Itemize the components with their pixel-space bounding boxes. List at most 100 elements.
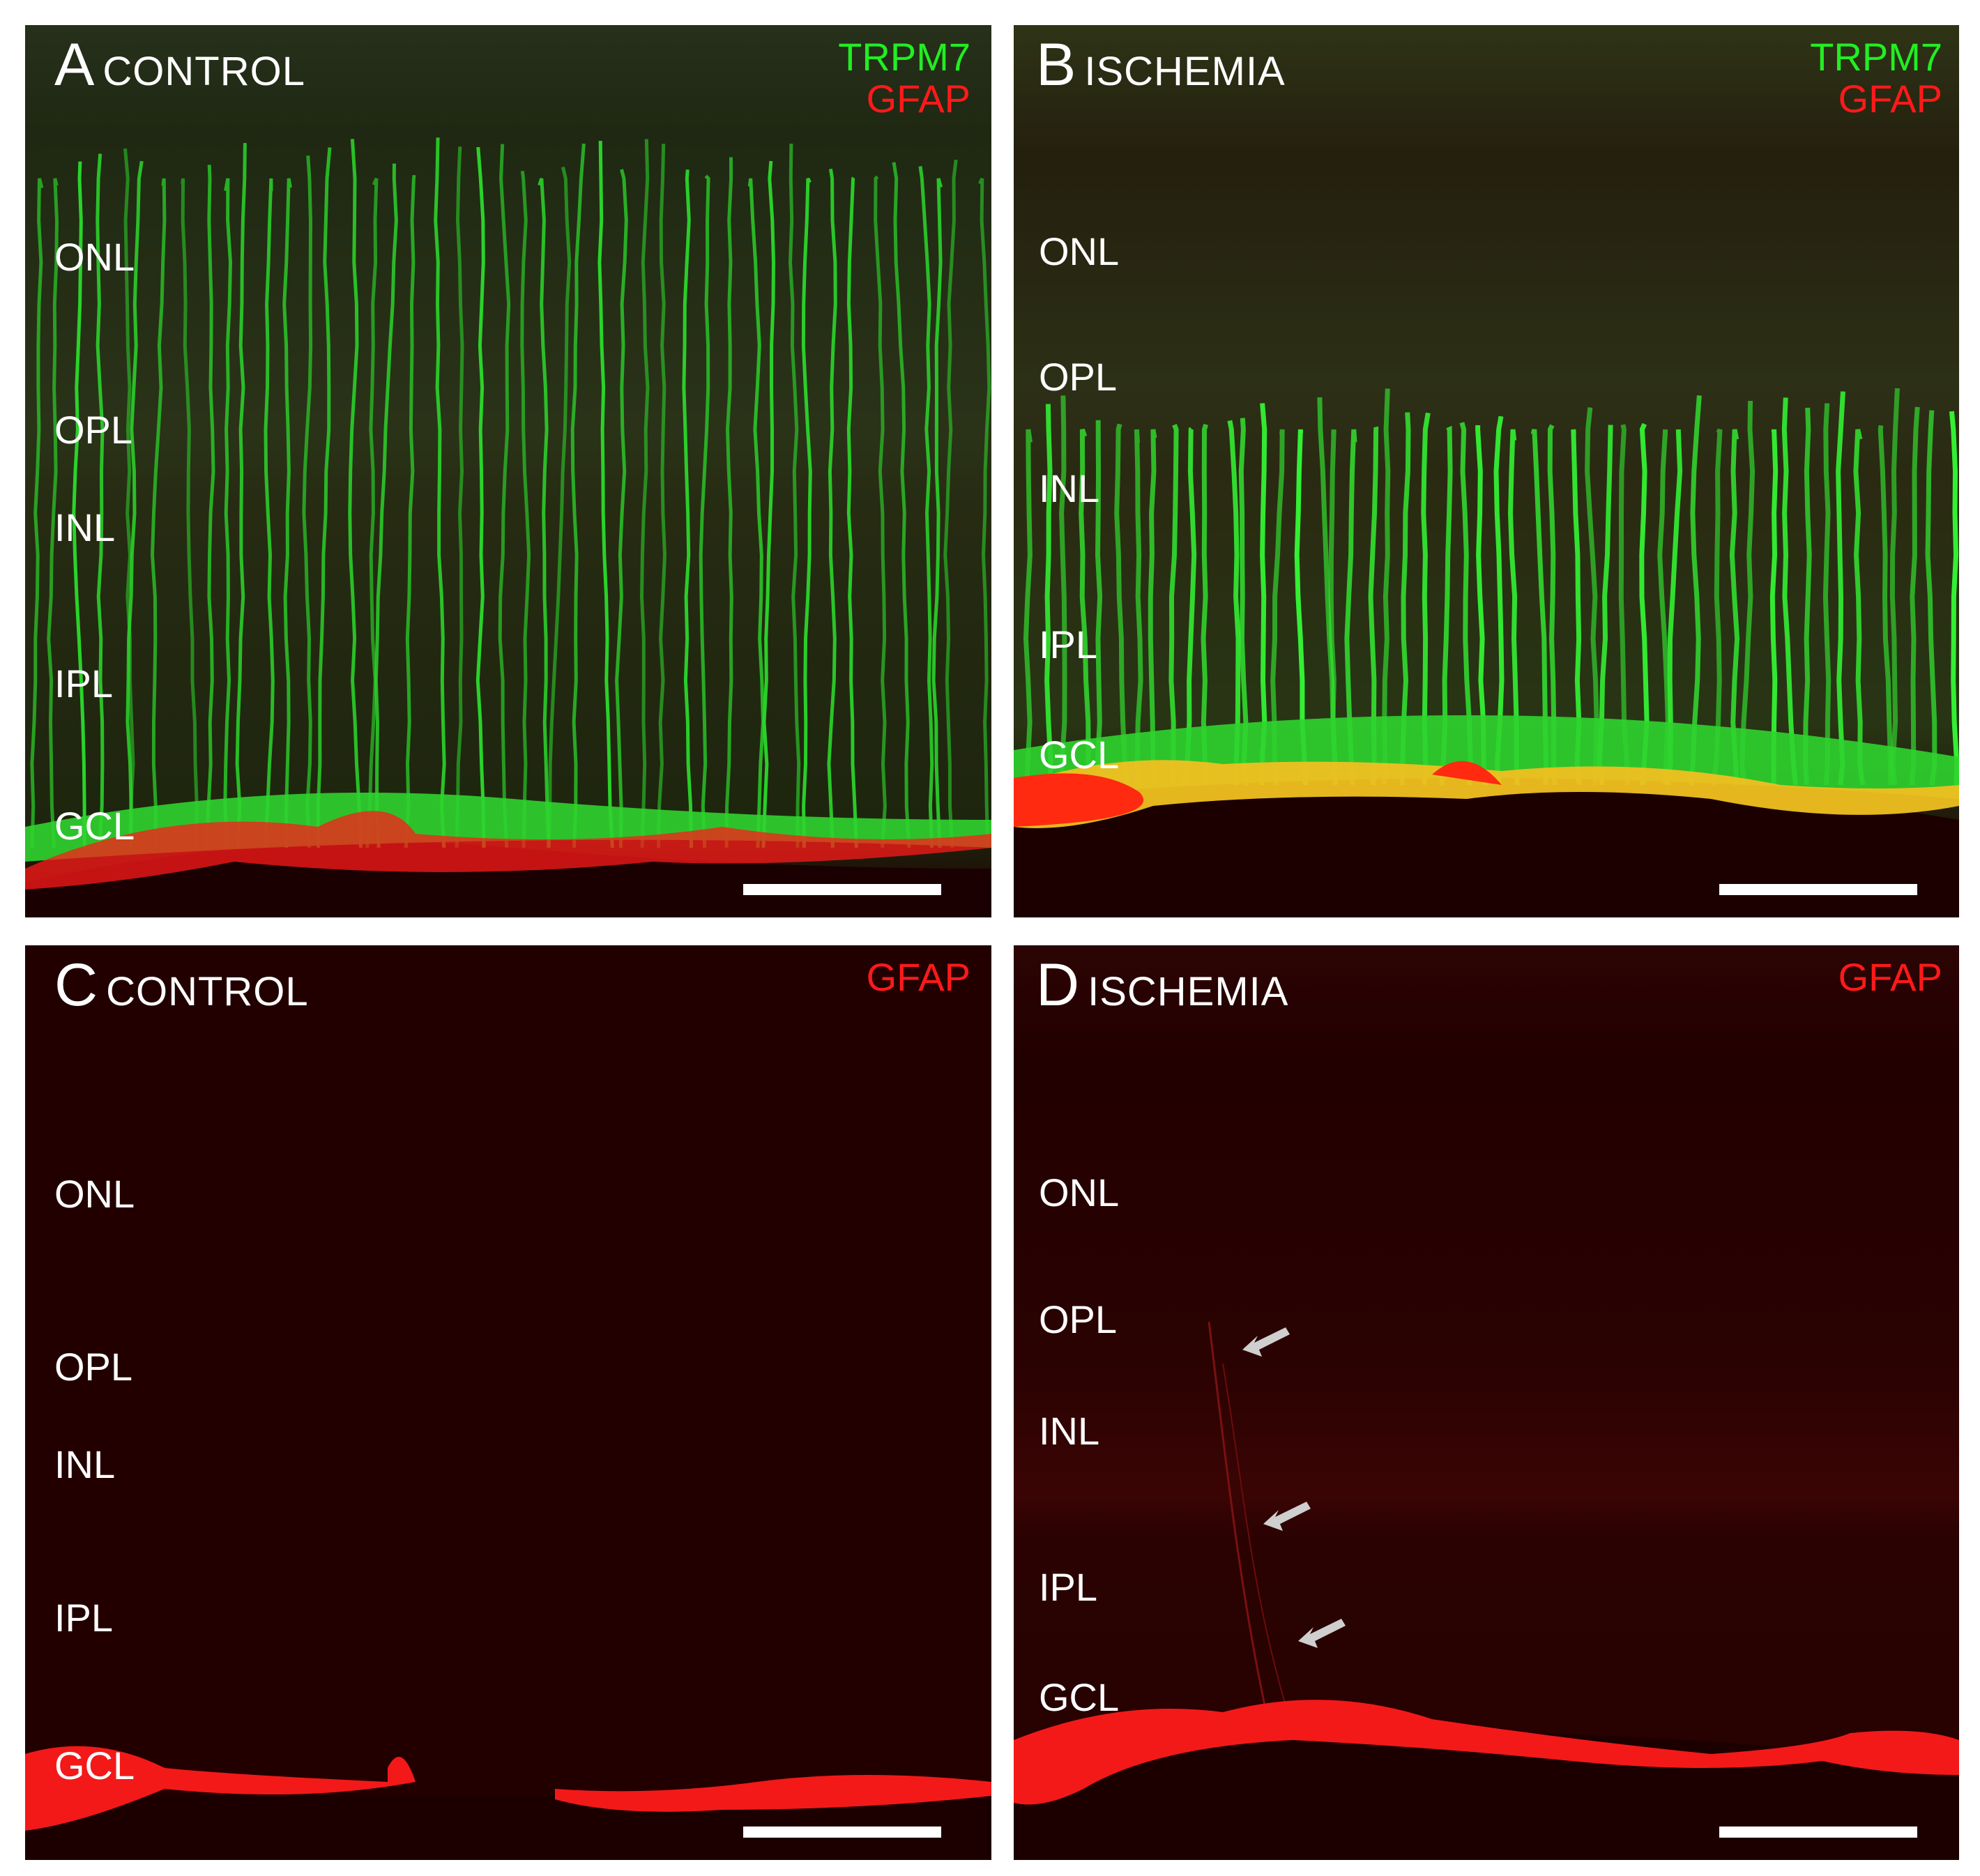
layer-ipl: IPL [1039, 623, 1098, 666]
fiber [931, 178, 943, 848]
gfap-astrocyte-band [1014, 1700, 1959, 1805]
gfap-astrocyte-band [25, 811, 991, 890]
fiber [1909, 406, 1920, 786]
panel-c: C CONTROL GFAP ONL OPL INL IPL GCL [25, 945, 991, 1860]
fiber [1889, 388, 1900, 786]
fiber [123, 148, 135, 848]
fiber [547, 167, 572, 848]
fiber [943, 159, 958, 848]
fiber [1134, 429, 1143, 786]
panel-b: B ISCHEMIA TRPM7 GFAP ONL OPL INL IPL GCL [1014, 25, 1959, 917]
fiber [404, 174, 416, 848]
layer-gcl: GCL [1039, 733, 1120, 777]
layer-onl: ONL [54, 1172, 135, 1216]
panel-label: A CONTROL [54, 31, 305, 100]
fiber [520, 170, 531, 848]
panel-label: D ISCHEMIA [1036, 951, 1288, 1020]
panel-condition: CONTROL [106, 969, 309, 1014]
layer-onl: ONL [1039, 229, 1120, 273]
fiber [639, 139, 650, 848]
micrograph-a [25, 25, 991, 917]
scale-bar [743, 884, 941, 895]
fiber [434, 137, 446, 848]
fiber [892, 162, 911, 848]
fiber [874, 175, 887, 848]
arrow-icon [1242, 1327, 1346, 1648]
panel-letter: A [54, 31, 95, 98]
fiber [150, 178, 167, 848]
fiber [282, 178, 292, 848]
fiber [96, 153, 105, 848]
fiber [30, 178, 44, 848]
layer-opl: OPL [54, 408, 133, 452]
fiber [1044, 404, 1053, 786]
marker-legend: TRPM7 GFAP [838, 36, 970, 120]
fiber [223, 178, 233, 848]
fiber [181, 178, 199, 848]
fiber [978, 177, 991, 848]
fiber [374, 163, 398, 848]
gfap-astrocyte-band [1014, 761, 1502, 827]
panel-d: D ISCHEMIA GFAP ONL OPL INL IPL GCL [1014, 945, 1959, 1860]
layer-onl: ONL [1039, 1170, 1120, 1214]
micrograph-b [1014, 25, 1959, 917]
fiber [264, 178, 275, 848]
panel-letter: D [1036, 952, 1080, 1019]
fiber [761, 160, 776, 848]
layer-ipl: IPL [1039, 1565, 1098, 1609]
fiber [724, 157, 733, 848]
fiber [316, 147, 332, 848]
layer-onl: ONL [54, 235, 135, 279]
fiber [597, 140, 614, 848]
marker-gfap: GFAP [866, 955, 970, 999]
fiber [615, 169, 628, 848]
marker-gfap: GFAP [1838, 955, 1942, 999]
layer-inl: INL [54, 1442, 116, 1486]
fiber [1949, 411, 1959, 786]
layer-inl: INL [54, 505, 116, 549]
panel-label: C CONTROL [54, 951, 309, 1020]
fiber [682, 169, 693, 848]
panel-condition: CONTROL [102, 49, 305, 94]
fiber [47, 178, 59, 848]
fiber [1822, 403, 1832, 786]
micrograph-c [25, 945, 991, 1860]
fiber [125, 160, 144, 848]
fiber [204, 165, 215, 848]
layer-gcl: GCL [54, 1744, 135, 1787]
marker-legend: TRPM7 GFAP [1810, 36, 1942, 120]
fiber [72, 161, 86, 848]
marker-trpm7: TRPM7 [1810, 35, 1942, 79]
fiber [657, 144, 667, 848]
fiber [1059, 395, 1067, 786]
scale-bar [1719, 1827, 1917, 1838]
layer-gcl: GCL [54, 804, 135, 848]
fiber [747, 178, 766, 848]
layer-ipl: IPL [54, 1596, 114, 1640]
fiber [699, 174, 710, 848]
fiber [538, 178, 551, 848]
fiber [1925, 410, 1937, 786]
fiber [918, 166, 934, 848]
marker-trpm7: TRPM7 [838, 35, 970, 79]
layer-opl: OPL [54, 1345, 133, 1389]
panel-label: B ISCHEMIA [1036, 31, 1286, 100]
fiber [1836, 391, 1845, 786]
marker-gfap: GFAP [866, 77, 970, 121]
scale-bar [743, 1827, 941, 1838]
fiber [827, 168, 837, 848]
panel-a: A CONTROL TRPM7 GFAP ONL OPL INL IPL GCL [25, 25, 991, 917]
panel-condition: ISCHEMIA [1088, 969, 1289, 1014]
fiber [365, 178, 379, 848]
marker-legend: GFAP [1838, 956, 1942, 998]
fiber [570, 143, 586, 848]
fiber [235, 143, 247, 848]
fiber [1023, 429, 1033, 786]
panel-letter: B [1036, 31, 1076, 98]
fiber [1853, 429, 1866, 786]
fiber [302, 155, 313, 848]
marker-gfap: GFAP [1838, 77, 1942, 121]
fiber [1095, 420, 1103, 786]
fiber [455, 146, 464, 848]
layer-opl: OPL [1039, 355, 1118, 399]
